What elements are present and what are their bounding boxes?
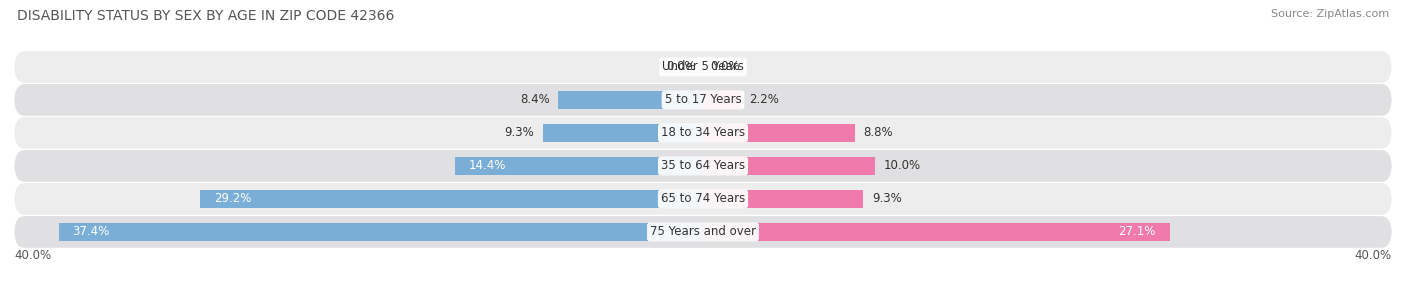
Text: 29.2%: 29.2% — [214, 192, 252, 206]
Text: 35 to 64 Years: 35 to 64 Years — [661, 160, 745, 172]
Text: 2.2%: 2.2% — [749, 93, 779, 106]
Bar — [703, 157, 875, 174]
Bar — [558, 92, 703, 109]
Text: Under 5 Years: Under 5 Years — [662, 60, 744, 74]
Text: 27.1%: 27.1% — [1119, 225, 1156, 239]
Text: Source: ZipAtlas.com: Source: ZipAtlas.com — [1271, 9, 1389, 19]
Text: 14.4%: 14.4% — [468, 160, 506, 172]
Text: 40.0%: 40.0% — [1355, 249, 1392, 262]
FancyBboxPatch shape — [14, 216, 1392, 248]
Text: 5 to 17 Years: 5 to 17 Years — [665, 93, 741, 106]
Text: 75 Years and over: 75 Years and over — [650, 225, 756, 239]
FancyBboxPatch shape — [14, 117, 1392, 149]
Text: DISABILITY STATUS BY SEX BY AGE IN ZIP CODE 42366: DISABILITY STATUS BY SEX BY AGE IN ZIP C… — [17, 9, 394, 23]
Bar — [59, 223, 703, 241]
Bar — [703, 92, 741, 109]
Bar — [543, 124, 703, 142]
Text: 18 to 34 Years: 18 to 34 Years — [661, 127, 745, 139]
Text: 9.3%: 9.3% — [872, 192, 901, 206]
Bar — [200, 190, 703, 207]
Text: 40.0%: 40.0% — [14, 249, 51, 262]
FancyBboxPatch shape — [14, 84, 1392, 116]
Text: 37.4%: 37.4% — [73, 225, 110, 239]
Bar — [703, 223, 1170, 241]
Text: 8.8%: 8.8% — [863, 127, 893, 139]
Bar — [703, 124, 855, 142]
Text: 65 to 74 Years: 65 to 74 Years — [661, 192, 745, 206]
Text: 0.0%: 0.0% — [666, 60, 696, 74]
Bar — [703, 190, 863, 207]
Legend: Male, Female: Male, Female — [628, 303, 778, 305]
FancyBboxPatch shape — [14, 183, 1392, 215]
FancyBboxPatch shape — [14, 150, 1392, 182]
Bar — [456, 157, 703, 174]
FancyBboxPatch shape — [14, 51, 1392, 83]
Text: 0.0%: 0.0% — [710, 60, 740, 74]
Text: 8.4%: 8.4% — [520, 93, 550, 106]
Text: 9.3%: 9.3% — [505, 127, 534, 139]
Text: 10.0%: 10.0% — [884, 160, 921, 172]
